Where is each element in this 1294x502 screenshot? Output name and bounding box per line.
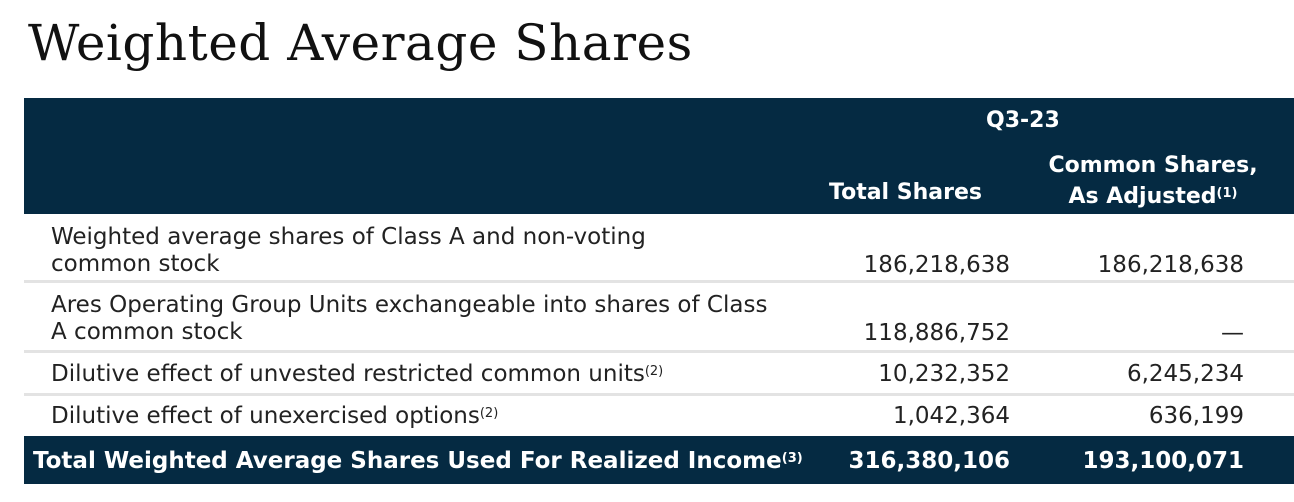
total-row: Total Weighted Average Shares Used For R… <box>24 436 1294 484</box>
total-label: Total Weighted Average Shares Used For R… <box>33 448 803 475</box>
footnote-marker: (3) <box>781 451 803 466</box>
total-shares-header: Total Shares <box>829 180 982 205</box>
row-label-text: Weighted average shares of Class A and n… <box>51 224 646 277</box>
row-label: Dilutive effect of unvested restricted c… <box>51 361 663 388</box>
row-label: Weighted average shares of Class A and n… <box>51 224 701 278</box>
total-shares-value: 118,886,752 <box>863 320 1010 346</box>
total-shares-value: 1,042,364 <box>892 403 1010 429</box>
table-row: Ares Operating Group Units exchangeable … <box>24 283 1294 353</box>
table-row: Weighted average shares of Class A and n… <box>24 214 1294 283</box>
row-label-text: Dilutive effect of unexercised options <box>51 403 480 429</box>
table-header: Q3-23 Total Shares Common Shares, As Adj… <box>24 98 1294 214</box>
adjusted-shares-value: — <box>1221 320 1244 346</box>
adjusted-shares-value: 186,218,638 <box>1097 252 1244 278</box>
total-shares-value: 186,218,638 <box>863 252 1010 278</box>
adjusted-header-line1: Common Shares, <box>1048 153 1258 178</box>
footnote-marker: (2) <box>479 406 499 421</box>
footnote-marker: (1) <box>1216 186 1238 201</box>
footnote-marker: (2) <box>644 364 664 379</box>
row-label: Ares Operating Group Units exchangeable … <box>51 292 771 346</box>
adjusted-shares-value: 636,199 <box>1148 403 1244 429</box>
adjusted-header-text: As Adjusted <box>1068 184 1217 209</box>
adjusted-shares-header: Common Shares, As Adjusted(1) <box>1029 150 1277 212</box>
total-shares-total: 316,380,106 <box>848 448 1010 474</box>
row-label-text: Dilutive effect of unvested restricted c… <box>51 361 645 387</box>
adjusted-shares-value: 6,245,234 <box>1126 361 1244 387</box>
table-row: Dilutive effect of unvested restricted c… <box>24 353 1294 396</box>
total-label-text: Total Weighted Average Shares Used For R… <box>33 448 782 474</box>
shares-table: Q3-23 Total Shares Common Shares, As Adj… <box>24 98 1294 484</box>
period-header: Q3-23 <box>986 108 1060 133</box>
adjusted-header-line2: As Adjusted(1) <box>1029 181 1277 212</box>
table-row: Dilutive effect of unexercised options(2… <box>24 396 1294 436</box>
adjusted-shares-total: 193,100,071 <box>1082 448 1244 474</box>
row-label-text: Ares Operating Group Units exchangeable … <box>51 292 768 345</box>
page-title: Weighted Average Shares <box>28 14 693 72</box>
total-shares-value: 10,232,352 <box>878 361 1010 387</box>
row-label: Dilutive effect of unexercised options(2… <box>51 403 498 430</box>
